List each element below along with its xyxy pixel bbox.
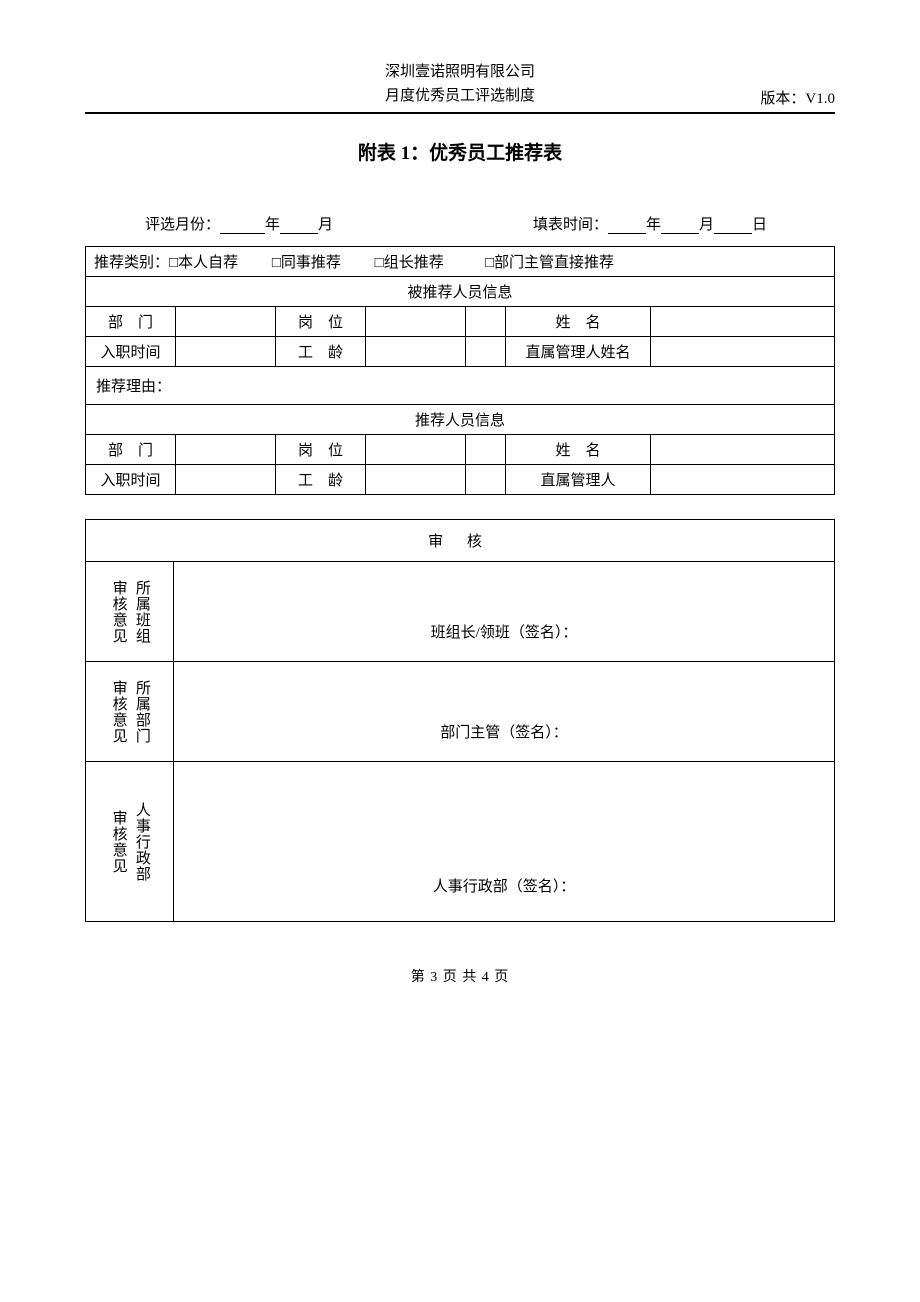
- tenure-input[interactable]: [366, 337, 466, 367]
- form-title: 附表 1：优秀员工推荐表: [85, 138, 835, 165]
- dept-input[interactable]: [176, 307, 276, 337]
- recommended-section: 被推荐人员信息: [86, 277, 835, 307]
- r-mgr-label: 直属管理人: [506, 465, 651, 495]
- company-name: 深圳壹诺照明有限公司: [385, 60, 535, 84]
- checkbox-self[interactable]: □本人自荐: [169, 254, 238, 271]
- mgrname-input[interactable]: [651, 337, 835, 367]
- r-name-input[interactable]: [651, 435, 835, 465]
- r-post-input[interactable]: [366, 435, 466, 465]
- date-row: 评选月份：年月 填表时间：年月日: [85, 213, 835, 234]
- audit-hr-label: 审核意见 人事行政部: [86, 762, 174, 922]
- recommend-type-row: 推荐类别：□本人自荐 □同事推荐 □组长推荐 □部门主管直接推荐: [86, 247, 835, 277]
- tenure-label: 工 龄: [276, 337, 366, 367]
- dept-label: 部 门: [86, 307, 176, 337]
- audit-dept-label: 审核意见 所属部门: [86, 662, 174, 762]
- spacer: [466, 307, 506, 337]
- audit-team-label: 审核意见 所属班组: [86, 562, 174, 662]
- r-hiredate-input[interactable]: [176, 465, 276, 495]
- name-input[interactable]: [651, 307, 835, 337]
- name-label: 姓 名: [506, 307, 651, 337]
- version-label: 版本：V1.0: [760, 87, 835, 108]
- eval-month-label: 评选月份：: [145, 217, 220, 233]
- r-post-label: 岗 位: [276, 435, 366, 465]
- audit-header: 审 核: [86, 520, 835, 562]
- audit-team-sig[interactable]: 班组长/领班（签名）：: [174, 562, 835, 662]
- audit-table: 审 核 审核意见 所属班组 班组长/领班（签名）： 审核意见 所属部门 部门主管…: [85, 519, 835, 922]
- hiredate-label: 入职时间: [86, 337, 176, 367]
- audit-dept-sig[interactable]: 部门主管（签名）：: [174, 662, 835, 762]
- checkbox-leader[interactable]: □组长推荐: [375, 254, 444, 271]
- r-dept-input[interactable]: [176, 435, 276, 465]
- r-name-label: 姓 名: [506, 435, 651, 465]
- reason-cell[interactable]: 推荐理由：: [86, 367, 835, 405]
- r-tenure-input[interactable]: [366, 465, 466, 495]
- page-footer: 第 3 页 共 4 页: [85, 966, 835, 986]
- main-form-table: 推荐类别：□本人自荐 □同事推荐 □组长推荐 □部门主管直接推荐 被推荐人员信息…: [85, 246, 835, 495]
- audit-hr-sig[interactable]: 人事行政部（签名）：: [174, 762, 835, 922]
- checkbox-colleague[interactable]: □同事推荐: [272, 254, 341, 271]
- checkbox-supervisor[interactable]: □部门主管直接推荐: [485, 254, 614, 271]
- header-divider: [85, 112, 835, 114]
- r-mgr-input[interactable]: [651, 465, 835, 495]
- post-label: 岗 位: [276, 307, 366, 337]
- r-dept-label: 部 门: [86, 435, 176, 465]
- r-tenure-label: 工 龄: [276, 465, 366, 495]
- doc-subtitle: 月度优秀员工评选制度: [385, 84, 535, 108]
- page-header: 深圳壹诺照明有限公司 月度优秀员工评选制度 版本：V1.0: [85, 60, 835, 108]
- hiredate-input[interactable]: [176, 337, 276, 367]
- fill-date-label: 填表时间：: [533, 217, 608, 233]
- r-hiredate-label: 入职时间: [86, 465, 176, 495]
- mgrname-label: 直属管理人姓名: [506, 337, 651, 367]
- post-input[interactable]: [366, 307, 466, 337]
- recommender-section: 推荐人员信息: [86, 405, 835, 435]
